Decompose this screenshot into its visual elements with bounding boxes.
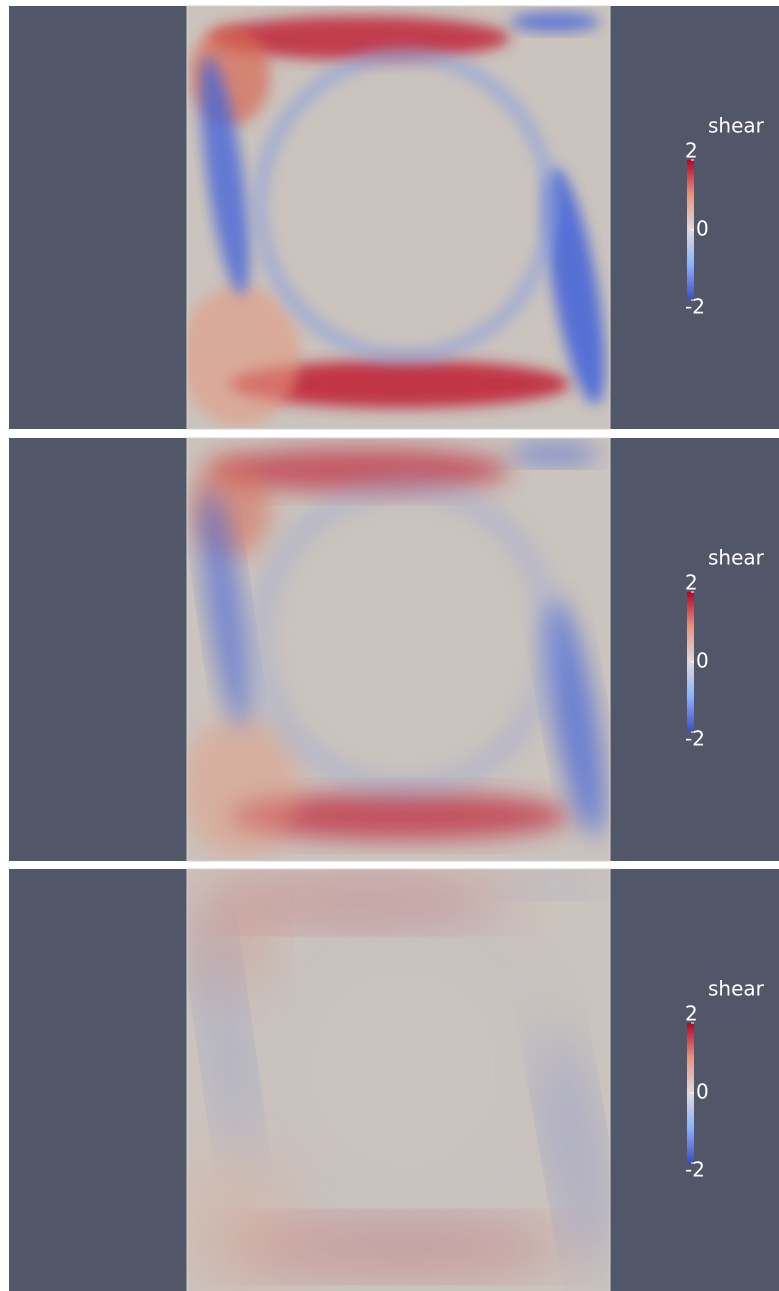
field xyxy=(180,6,618,429)
shear-bottom-left xyxy=(180,286,300,426)
field xyxy=(180,438,618,861)
colorbar-label: -2 xyxy=(685,727,705,751)
colorbar-label: 0 xyxy=(696,649,709,673)
render-view: shear 2 0 -2 xyxy=(9,438,779,861)
colorbar-label: 0 xyxy=(696,1080,709,1104)
colorbar-title: shear xyxy=(708,546,765,570)
colorbar-label: 2 xyxy=(685,571,698,595)
render-view: shear 2 0 -2 xyxy=(9,6,779,429)
shear-top-right xyxy=(510,444,600,464)
colorbar-label: -2 xyxy=(685,295,705,319)
screenshot: shear 2 0 -2 shear 2 0 -2 shear 2 0 -2 xyxy=(0,0,779,1291)
shear-top-right xyxy=(510,12,600,32)
shear-top-right xyxy=(510,875,600,895)
colorbar-label: 2 xyxy=(685,139,698,163)
render-view: shear 2 0 -2 xyxy=(9,869,779,1291)
shear-bottom-left xyxy=(180,718,300,858)
colorbar-label: 0 xyxy=(696,217,709,241)
field xyxy=(180,869,618,1291)
colorbar-label: -2 xyxy=(685,1158,705,1182)
shear-bottom-left xyxy=(180,1149,300,1289)
page: shear20-2shear20-2shear20-2 (() => { con… xyxy=(0,0,779,1291)
colorbar-label: 2 xyxy=(685,1002,698,1026)
colorbar-title: shear xyxy=(708,977,765,1001)
colorbar-title: shear xyxy=(708,114,765,138)
